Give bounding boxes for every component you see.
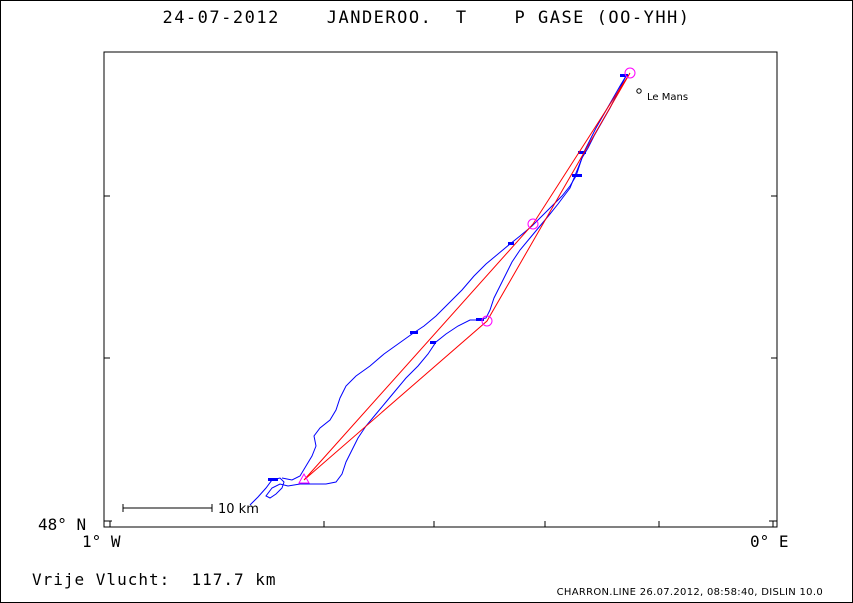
task-route [303,72,631,481]
map-border [103,51,778,528]
turnpoint-marker [481,315,493,327]
city-marker [636,88,642,94]
track-markers [268,74,628,481]
turnpoint-marker [624,67,636,79]
axis-ticks [104,195,777,527]
free-flight-distance: Vrije Vlucht: 117.7 km [32,570,277,589]
scale-bar-label: 10 km [218,502,259,517]
city-label: Le Mans [647,92,688,103]
latitude-label: 48° N [38,515,87,534]
start-triangle-marker [298,472,310,484]
turnpoint-marker [527,218,539,230]
longitude-left-label: 1° W [82,532,121,551]
scale-bar [122,504,213,512]
flight-title: 24-07-2012 JANDEROO. T P GASE (OO-YHH) [162,8,691,28]
longitude-right-label: 0° E [750,532,789,551]
gps-track [249,75,627,506]
footer-info: CHARRON.LINE 26.07.2012, 08:58:40, DISLI… [556,587,823,598]
gps-track-outbound [281,75,627,481]
